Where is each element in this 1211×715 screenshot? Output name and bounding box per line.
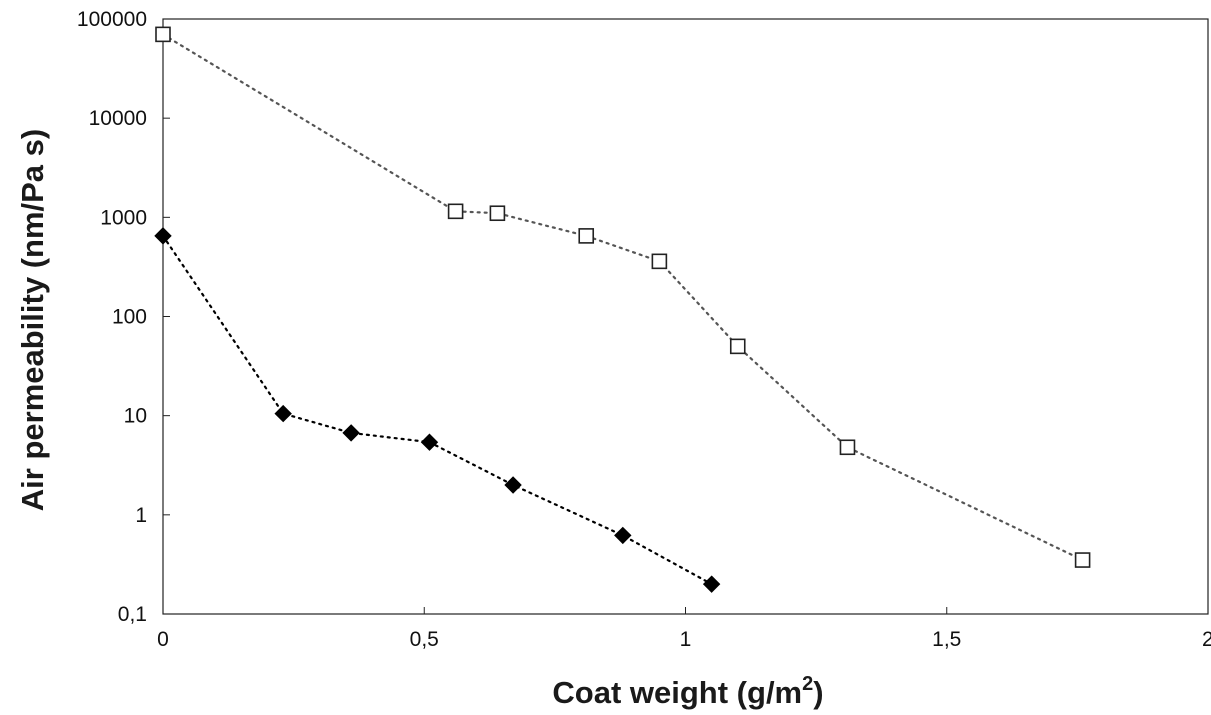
data-point-square — [651, 253, 668, 270]
data-point-diamond — [342, 424, 360, 442]
y-axis-ticks: 0,1 1 10 100 1000 10000 100000 — [77, 8, 170, 626]
x-tick-label: 2 — [1202, 628, 1211, 651]
x-axis-ticks: 0 0,5 1 1,5 2 — [157, 607, 1211, 651]
x-tick-label: 1 — [680, 628, 692, 651]
x-tick-label: 0 — [157, 628, 169, 651]
data-point-square — [489, 205, 506, 222]
y-tick-label: 10 — [124, 405, 147, 428]
series-line — [161, 234, 713, 586]
series-open-square — [155, 26, 1091, 568]
y-axis-title: Air permeability (nm/Pa s) — [15, 129, 50, 511]
series-filled-diamond — [154, 227, 721, 593]
plot-frame — [162, 18, 1209, 615]
y-tick-label: 1 — [135, 504, 147, 527]
data-point-diamond — [504, 476, 522, 494]
x-axis-title-main: Coat weight (g/m — [552, 675, 802, 710]
data-point-diamond — [154, 227, 172, 245]
data-point-square — [155, 26, 171, 43]
data-point-square — [578, 228, 595, 244]
y-tick-label: 10000 — [89, 107, 147, 130]
series-group — [154, 26, 1091, 593]
data-point-diamond — [702, 575, 721, 593]
data-point-square — [729, 338, 746, 355]
y-tick-label: 100000 — [77, 8, 147, 31]
y-tick-label: 100 — [112, 306, 147, 329]
y-tick-label: 0,1 — [118, 603, 147, 626]
x-axis-title-superscript: 2 — [802, 673, 813, 695]
data-point-diamond — [274, 404, 292, 423]
data-point-diamond — [614, 526, 632, 545]
series-line — [161, 33, 1084, 562]
data-point-square — [1074, 552, 1091, 568]
x-axis-title-suffix: ) — [813, 675, 823, 710]
x-tick-label: 0,5 — [410, 628, 439, 651]
data-point-square — [447, 203, 464, 220]
plot-border — [162, 18, 1209, 615]
data-point-diamond — [420, 433, 439, 451]
x-tick-label: 1,5 — [932, 628, 961, 651]
y-tick-label: 1000 — [100, 206, 147, 229]
x-axis-title: Coat weight (g/m2) — [552, 673, 823, 710]
data-point-square — [839, 439, 856, 456]
